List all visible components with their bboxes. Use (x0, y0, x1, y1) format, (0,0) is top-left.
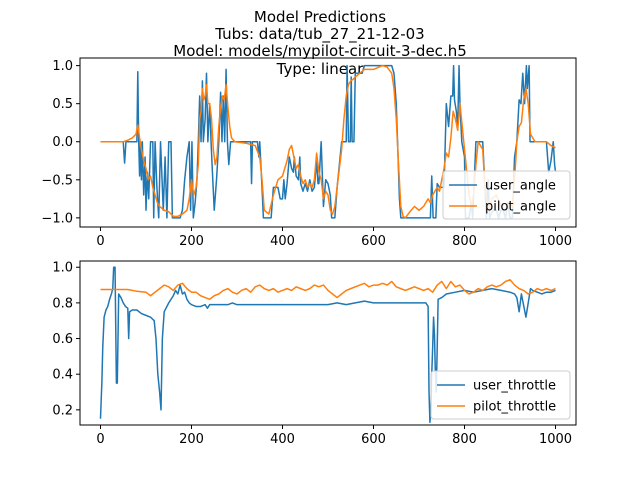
title-line-3: Model: models/mypilot-circuit-3-dec.h5 (173, 42, 467, 60)
legend-label-user_angle: user_angle (485, 179, 556, 194)
throttle-plot: 0 200 400 600 800 1000 0.2 0.4 0.6 0.8 1.0 user_thr… (52, 260, 577, 447)
x-tick-label: 400 (270, 432, 295, 447)
y-tick-label: 0.2 (52, 403, 73, 418)
title-line-4: Type: linear (276, 60, 365, 78)
x-tick-label: 200 (179, 234, 204, 249)
y-tick-label: 1.0 (52, 59, 73, 74)
x-tick-label: 0 (96, 432, 104, 447)
x-tick-label: 200 (179, 432, 204, 447)
figure-title: Model Predictions Tubs: data/tub_27_21-1… (173, 8, 467, 78)
x-tick-label: 600 (361, 234, 386, 249)
legend: user_throttle pilot_throttle (430, 370, 571, 420)
legend: user_angle pilot_angle (442, 170, 571, 220)
legend-label-pilot_angle: pilot_angle (485, 200, 556, 215)
x-tick-label: 1000 (539, 432, 572, 447)
legend-box (442, 170, 571, 220)
y-tick-label: −0.5 (41, 173, 73, 188)
x-tick-label: 800 (452, 432, 477, 447)
x-tick-label: 400 (270, 234, 295, 249)
y-tick-label: 0.8 (52, 296, 73, 311)
y-tick-label: 0.0 (52, 135, 73, 150)
series-lines (99, 266, 556, 424)
y-tick-label: 0.5 (52, 97, 73, 112)
legend-label-user_throttle: user_throttle (473, 379, 556, 394)
y-tick-label: −1.0 (41, 211, 73, 226)
x-tick-label: 1000 (539, 234, 572, 249)
axes-frame (79, 260, 577, 426)
angle-plot: 0 200 400 600 800 1000 −1.0 −0.5 0.0 0.5 1.0 user_a… (41, 57, 577, 249)
series-line-user_throttle (99, 266, 556, 424)
legend-label-pilot_throttle: pilot_throttle (473, 400, 556, 415)
x-tick-label: 600 (361, 432, 386, 447)
title-line-1: Model Predictions (254, 8, 386, 26)
series-line-pilot_throttle (100, 278, 556, 301)
axes-frame (79, 57, 577, 228)
y-tick-label: 0.4 (52, 368, 73, 383)
y-tick-label: 1.0 (52, 261, 73, 276)
y-tick-label: 0.6 (52, 332, 73, 347)
title-line-2: Tubs: data/tub_27_21-12-03 (214, 25, 424, 44)
x-tick-label: 0 (96, 234, 104, 249)
x-tick-label: 800 (452, 234, 477, 249)
legend-box (430, 370, 571, 420)
